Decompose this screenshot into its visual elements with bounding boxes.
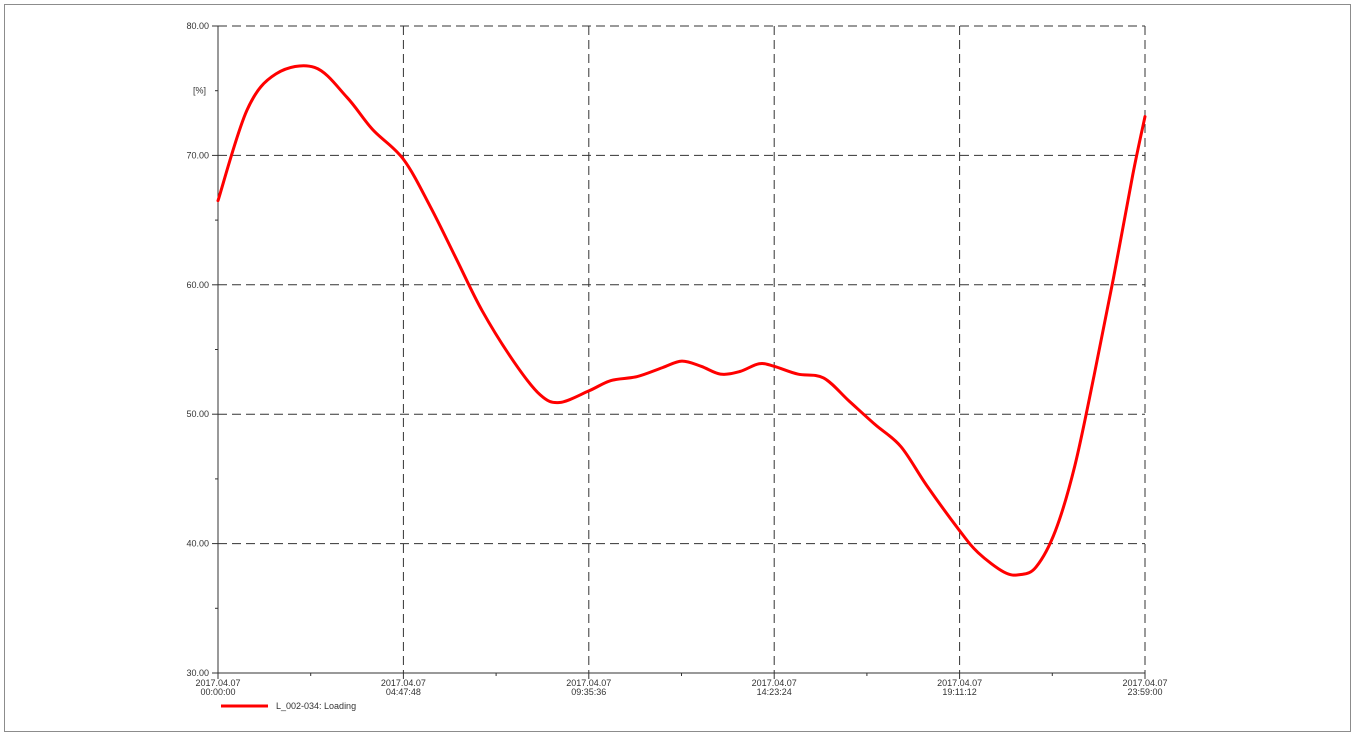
y-unit-label: [%]: [193, 86, 206, 96]
x-tick-date: 2017.04.07: [1122, 678, 1167, 688]
grid-layer: [218, 25, 1146, 673]
x-tick-date: 2017.04.07: [566, 678, 611, 688]
y-tick-label: 40.00: [186, 539, 209, 549]
x-tick-time: 23:59:00: [1127, 687, 1162, 697]
x-tick-time: 09:35:36: [571, 687, 606, 697]
y-tick-label: 30.00: [186, 668, 209, 678]
series-layer: [216, 64, 1147, 577]
y-tick-label: 50.00: [186, 409, 209, 419]
x-tick-date: 2017.04.07: [752, 678, 797, 688]
x-tick-time: 04:47:48: [386, 687, 421, 697]
x-tick-date: 2017.04.07: [195, 678, 240, 688]
x-tick-time: 14:23:24: [757, 687, 792, 697]
y-tick-label: 70.00: [186, 150, 209, 160]
legend: L_002-034: Loading: [221, 701, 356, 711]
axis-layer: 30.00 40.00 50.00 60.00 70.00 80.00 [%] 2017.04…: [186, 21, 1167, 697]
x-tick-time: 19:11:12: [942, 687, 976, 697]
chart-frame: [4, 4, 1351, 732]
x-tick-time: 00:00:00: [200, 687, 235, 697]
x-tick-date: 2017.04.07: [937, 678, 982, 688]
y-tick-label: 60.00: [186, 280, 209, 290]
legend-label: L_002-034: Loading: [276, 701, 356, 711]
x-tick-date: 2017.04.07: [381, 678, 426, 688]
series-line: [216, 64, 1147, 577]
y-tick-label: 80.00: [186, 21, 209, 31]
